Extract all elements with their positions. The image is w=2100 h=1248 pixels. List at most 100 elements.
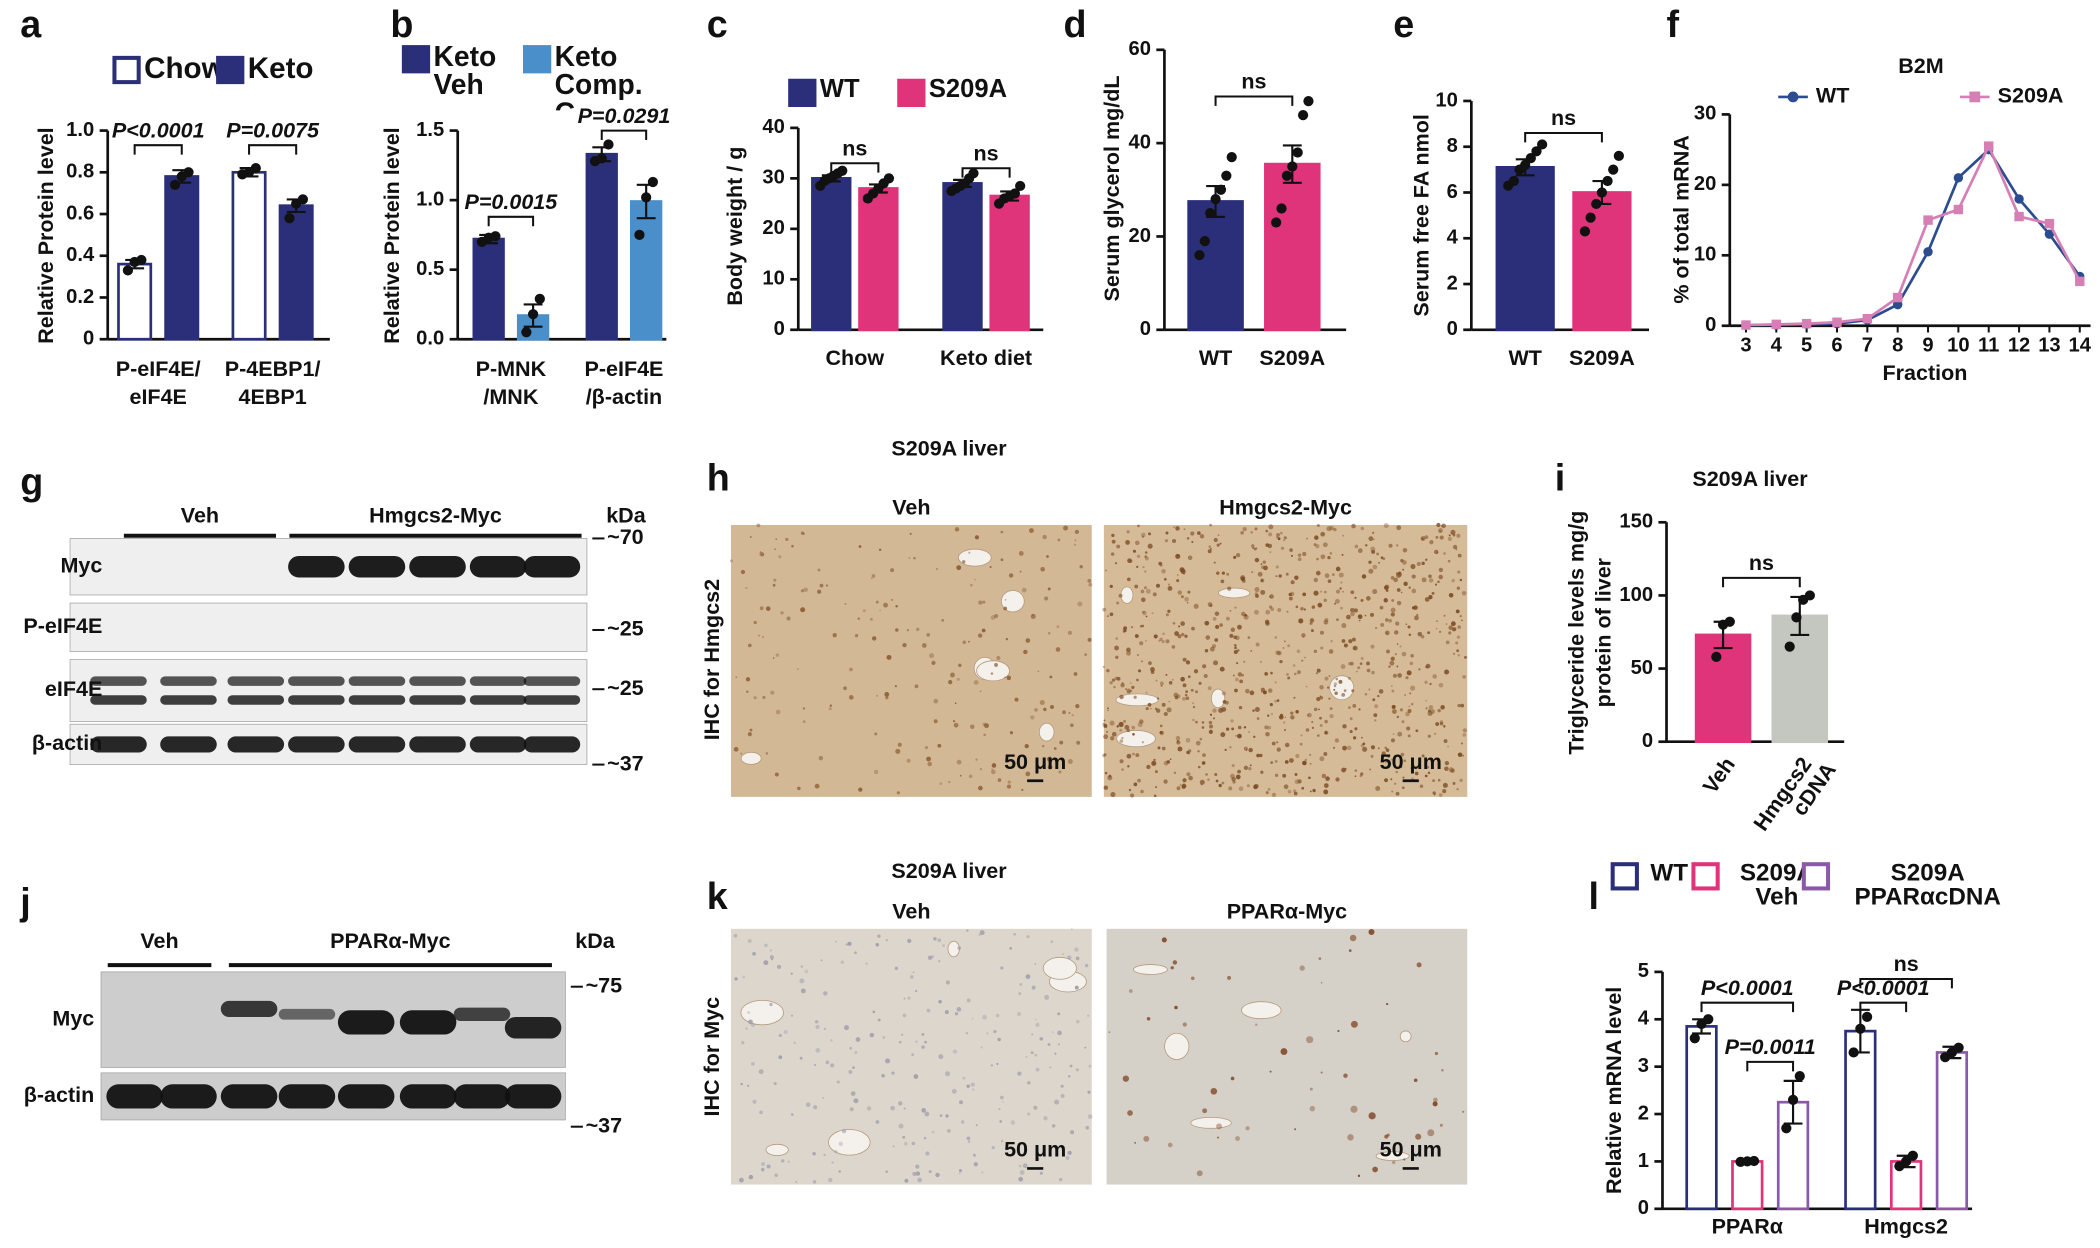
data-point bbox=[1613, 150, 1624, 161]
texture bbox=[1172, 538, 1177, 544]
texture bbox=[1453, 652, 1456, 655]
texture bbox=[1154, 707, 1158, 711]
texture bbox=[994, 663, 998, 667]
texture bbox=[995, 1013, 1000, 1018]
data-point bbox=[1292, 147, 1303, 158]
texture bbox=[1350, 1020, 1358, 1028]
texture bbox=[941, 618, 945, 622]
texture bbox=[1443, 552, 1446, 555]
texture bbox=[847, 941, 852, 946]
scale-bar-label: 50 μm bbox=[1380, 750, 1442, 774]
data-point bbox=[1596, 187, 1608, 198]
data-point bbox=[183, 167, 194, 178]
texture bbox=[858, 787, 863, 792]
blot-band bbox=[278, 1008, 336, 1020]
texture bbox=[1237, 672, 1243, 677]
texture bbox=[1348, 639, 1353, 644]
vessel bbox=[1038, 722, 1055, 742]
y-axis-label: Triglyceride levels mg/g bbox=[1564, 511, 1588, 755]
texture bbox=[1438, 567, 1444, 573]
blot-strip bbox=[69, 602, 588, 652]
texture bbox=[1070, 928, 1073, 930]
texture bbox=[1401, 720, 1405, 724]
texture bbox=[1026, 935, 1030, 939]
texture bbox=[752, 952, 756, 956]
data-point bbox=[527, 309, 539, 320]
texture bbox=[1184, 596, 1189, 602]
blot-band bbox=[523, 676, 581, 686]
texture bbox=[1242, 526, 1247, 532]
data-point bbox=[968, 168, 979, 179]
texture bbox=[1181, 784, 1186, 789]
texture bbox=[1135, 753, 1140, 758]
blot-band bbox=[453, 1084, 511, 1109]
texture bbox=[822, 1097, 825, 1099]
texture bbox=[1221, 691, 1226, 696]
texture bbox=[845, 943, 848, 946]
texture bbox=[972, 1088, 975, 1091]
texture bbox=[838, 1170, 841, 1173]
texture bbox=[997, 1037, 1001, 1042]
y-tick-label: 6 bbox=[1447, 181, 1458, 203]
micrograph bbox=[1103, 524, 1468, 797]
texture bbox=[1439, 720, 1444, 724]
y-tick-label: 0.8 bbox=[66, 161, 94, 183]
texture bbox=[1364, 614, 1367, 617]
texture bbox=[1315, 544, 1320, 549]
significance-bracket bbox=[1859, 1001, 1908, 1013]
texture bbox=[1267, 725, 1272, 730]
texture bbox=[1451, 578, 1456, 583]
texture bbox=[1110, 791, 1116, 798]
texture bbox=[1327, 579, 1332, 584]
texture bbox=[1435, 722, 1440, 726]
texture bbox=[1303, 608, 1306, 611]
texture bbox=[1130, 793, 1135, 798]
texture bbox=[1135, 540, 1140, 546]
texture bbox=[982, 722, 987, 727]
texture bbox=[1432, 1101, 1438, 1107]
texture bbox=[937, 938, 942, 943]
texture bbox=[1320, 646, 1324, 650]
vessel bbox=[765, 1143, 789, 1156]
texture bbox=[1030, 613, 1036, 620]
vessel bbox=[1241, 1001, 1282, 1020]
texture bbox=[1421, 754, 1425, 758]
legend-label: S209A bbox=[928, 76, 1008, 104]
texture bbox=[875, 1120, 880, 1124]
texture bbox=[1375, 626, 1378, 629]
legend-swatch bbox=[788, 78, 817, 108]
point bbox=[2044, 218, 2055, 229]
texture bbox=[1300, 607, 1304, 611]
texture bbox=[989, 565, 992, 569]
texture bbox=[1384, 1134, 1389, 1139]
bar bbox=[1572, 191, 1632, 332]
texture bbox=[1448, 625, 1454, 631]
texture bbox=[1318, 957, 1322, 960]
texture bbox=[1441, 523, 1446, 529]
texture bbox=[1313, 707, 1318, 712]
texture bbox=[954, 702, 957, 705]
texture bbox=[1214, 611, 1220, 616]
vessel bbox=[740, 999, 784, 1026]
texture bbox=[1408, 633, 1412, 637]
bar bbox=[858, 187, 899, 332]
legend-box: S209A PPARαcDNA bbox=[1854, 860, 2000, 908]
panel-letter: f bbox=[1667, 3, 1680, 45]
texture bbox=[1103, 719, 1106, 722]
texture bbox=[1126, 689, 1131, 694]
texture bbox=[1341, 623, 1347, 629]
texture bbox=[1297, 779, 1302, 784]
data-point bbox=[1781, 1123, 1792, 1134]
texture bbox=[1379, 605, 1384, 610]
texture bbox=[1269, 595, 1271, 598]
texture bbox=[885, 695, 889, 700]
texture bbox=[1324, 731, 1328, 735]
texture bbox=[1136, 554, 1141, 559]
texture bbox=[1341, 693, 1346, 697]
legend-marker bbox=[1787, 91, 1799, 103]
texture bbox=[1251, 544, 1255, 548]
texture bbox=[1269, 703, 1273, 707]
texture bbox=[745, 677, 751, 682]
texture bbox=[1141, 597, 1146, 603]
texture bbox=[823, 1153, 826, 1156]
